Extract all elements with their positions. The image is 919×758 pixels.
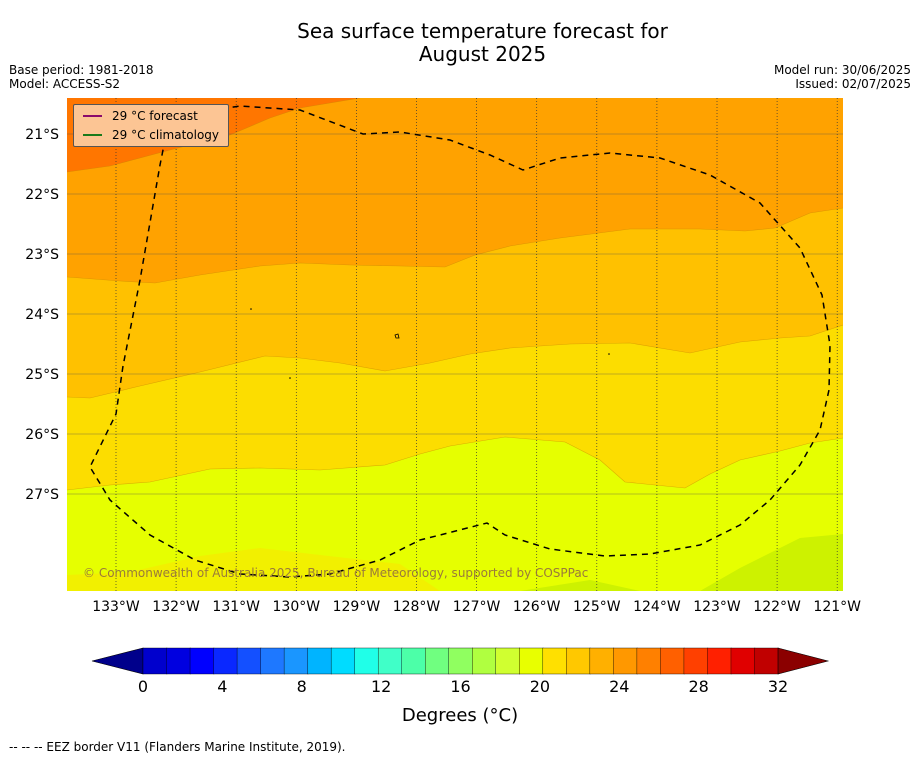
colorbar-segment (730, 647, 756, 675)
colorbar-segment (166, 647, 191, 675)
colorbar-segment (754, 647, 779, 675)
meta-left: Base period: 1981-2018 Model: ACCESS-S2 (9, 63, 154, 91)
colorbar-segment (589, 647, 615, 675)
title-line-2: August 2025 (418, 42, 547, 66)
map-area: © Commonwealth of Australia 2025, Bureau… (67, 98, 843, 591)
colorbar-tick-label: 32 (767, 677, 789, 696)
longitude-label: 124°W (633, 599, 681, 615)
colorbar-segment (707, 647, 732, 675)
colorbar-segment (307, 647, 332, 675)
model-run-text: Model run: 30/06/2025 (773, 63, 911, 77)
model-text: Model: ACCESS-S2 (9, 77, 121, 91)
colorbar-tick-label: 12 (370, 677, 392, 696)
colorbar-max-extension (777, 647, 830, 675)
issued-text: Issued: 02/07/2025 (795, 77, 911, 91)
longitude-label: 127°W (453, 599, 501, 615)
longitude-label: 128°W (393, 599, 441, 615)
legend-swatch-climatology (83, 134, 102, 136)
colorbar-min-extension (91, 647, 144, 675)
island-dot (289, 377, 291, 379)
longitude-label: 122°W (753, 599, 801, 615)
colorbar-segment (566, 647, 591, 675)
legend-swatch-forecast (83, 115, 102, 117)
colorbar-segment (683, 647, 709, 675)
island-dot (608, 353, 610, 355)
latitude-label: 23°S (25, 247, 59, 263)
longitude-label: 132°W (152, 599, 200, 615)
legend-label-forecast: 29 °C forecast (112, 109, 198, 123)
colorbar-tick-label: 8 (296, 677, 307, 696)
legend-label-climatology: 29 °C climatology (112, 128, 220, 142)
contour-lines (67, 98, 843, 491)
colorbar-segment (495, 647, 520, 675)
colorbar-segment (425, 647, 450, 675)
latitude-label: 27°S (25, 487, 59, 503)
colorbar-segment (330, 647, 356, 675)
colorbar-tick-label: 0 (137, 677, 149, 696)
longitude-label: 130°W (273, 599, 321, 615)
colorbar-segment (283, 647, 309, 675)
latitude-label: 26°S (25, 427, 59, 443)
island-dot (250, 308, 252, 310)
colorbar-segment (213, 647, 238, 675)
legend: 29 °C forecast 29 °C climatology (73, 104, 229, 147)
longitude-axis: 133°W 132°W 131°W 130°W 129°W 128°W 127°W 126°W… (92, 599, 861, 615)
colorbar-tick-label: 4 (217, 677, 228, 696)
band-21-22 (400, 534, 843, 591)
title-line-1: Sea surface temperature forecast for (297, 19, 668, 43)
colorbar-segment (142, 647, 168, 675)
colorbar-segment (636, 647, 662, 675)
eez-border (89, 105, 831, 578)
colorbar-segment (377, 647, 403, 675)
colorbar-segment (354, 647, 379, 675)
latitude-label: 22°S (25, 187, 59, 203)
colorbar-segment (448, 647, 473, 675)
longitude-label: 126°W (513, 599, 561, 615)
latitude-label: 25°S (25, 367, 59, 383)
colorbar-tick-label: 20 (529, 677, 551, 696)
colorbar-tick-label: 28 (688, 677, 709, 696)
colorbar-units: Degrees (°C) (401, 705, 519, 726)
latitude-axis: 21°S 22°S 23°S 24°S 25°S 26°S 27°S (25, 127, 59, 503)
band-bottom-left-light (67, 548, 440, 591)
colorbar-segment (660, 647, 685, 675)
meta-right: Model run: 30/06/2025 Issued: 02/07/2025 (774, 63, 911, 91)
longitude-label: 121°W (813, 599, 861, 615)
longitude-label: 133°W (92, 599, 140, 615)
colorbar-segment (236, 647, 262, 675)
copyright-text: © Commonwealth of Australia 2025, Bureau… (83, 566, 588, 580)
colorbar-segment (401, 647, 426, 675)
chart-title: Sea surface temperature forecast for Aug… (0, 20, 919, 66)
colorbar-segment (519, 647, 544, 675)
band-25-26 (67, 98, 843, 283)
island-marker (394, 333, 400, 339)
colorbar-segment (189, 647, 215, 675)
colorbar-tick-label: 24 (609, 677, 630, 696)
footnote: -- -- -- EEZ border V11 (Flanders Marine… (9, 740, 346, 754)
colorbar-tick-label: 16 (450, 677, 471, 696)
colorbar-segment (542, 647, 568, 675)
longitude-label: 125°W (573, 599, 621, 615)
colorbar-segment (260, 647, 285, 675)
longitude-label: 123°W (693, 599, 741, 615)
colorbar (91, 647, 830, 675)
longitude-label: 131°W (212, 599, 260, 615)
colorbar-segment (472, 647, 497, 675)
base-period-text: Base period: 1981-2018 (9, 63, 154, 77)
latitude-label: 24°S (25, 307, 59, 323)
longitude-label: 129°W (333, 599, 381, 615)
latitude-label: 21°S (25, 127, 59, 143)
colorbar-segment (613, 647, 638, 675)
